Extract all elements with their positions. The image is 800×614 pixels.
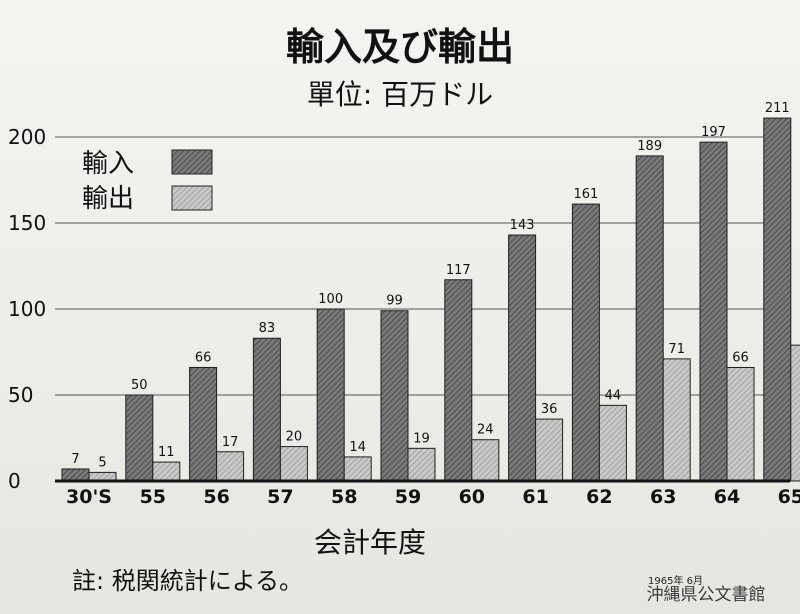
data-label-import: 117 xyxy=(446,263,471,278)
data-label-export: 44 xyxy=(605,388,622,403)
y-axis-ticks: 0 50 100 150 200 xyxy=(8,125,46,493)
x-tick-label: 57 xyxy=(267,486,293,508)
data-label-export: 17 xyxy=(222,435,239,450)
data-label-export: 20 xyxy=(286,430,303,445)
y-tick-label: 50 xyxy=(8,383,33,407)
y-tick-label: 0 xyxy=(8,469,21,493)
x-axis-label: 会計年度 xyxy=(314,526,426,559)
bar-import xyxy=(380,310,409,482)
data-label-import: 100 xyxy=(318,292,343,307)
bar-export xyxy=(535,418,564,482)
x-tick-label: 56 xyxy=(203,486,229,508)
legend-export-label: 輸出 xyxy=(82,184,134,214)
bar-export xyxy=(471,439,500,482)
bar-export xyxy=(407,447,436,482)
x-tick-label: 58 xyxy=(331,486,357,508)
data-label-import: 99 xyxy=(386,294,403,309)
data-label-import: 83 xyxy=(259,321,276,336)
x-axis-ticks: 30'S 55 56 57 58 59 60 61 62 63 64 65 xyxy=(55,479,800,508)
bar-import xyxy=(444,279,473,482)
data-label-export: 14 xyxy=(349,440,366,455)
y-tick-label: 150 xyxy=(8,211,46,235)
bar-import xyxy=(61,468,90,482)
legend-import-swatch xyxy=(171,149,213,175)
bar-export xyxy=(279,446,308,482)
chart-title: 輸入及び輸出 xyxy=(286,25,514,69)
x-tick-label: 65 xyxy=(778,486,800,508)
bar-import xyxy=(125,394,154,482)
legend-export-swatch xyxy=(171,185,213,211)
data-label-export: 24 xyxy=(477,423,494,438)
bar-export xyxy=(790,344,800,482)
bar-import xyxy=(252,337,281,482)
data-label-import: 211 xyxy=(765,101,790,116)
data-label-export: 5 xyxy=(98,455,106,470)
bar-import xyxy=(189,366,218,482)
y-tick-label: 100 xyxy=(8,297,46,321)
bar-export xyxy=(216,451,245,482)
bar-import xyxy=(635,155,664,482)
legend: 輸入 輸出 xyxy=(82,149,213,214)
bar-export xyxy=(662,358,691,482)
data-label-export: 36 xyxy=(541,402,558,417)
bar-export xyxy=(152,461,181,482)
x-tick-label: 59 xyxy=(395,486,421,508)
y-tick-label: 200 xyxy=(8,125,46,149)
bar-import xyxy=(763,117,792,482)
x-tick-label: 60 xyxy=(459,486,485,508)
source-note: 註: 税関統計による。 xyxy=(72,567,303,595)
bar-import xyxy=(316,308,345,482)
data-label-import: 66 xyxy=(195,350,212,365)
x-tick-label: 61 xyxy=(522,486,548,508)
archive-watermark: 沖縄県公文書館 xyxy=(647,585,766,605)
data-label-export: 71 xyxy=(668,342,685,357)
data-label-import: 50 xyxy=(131,378,148,393)
legend-import-label: 輸入 xyxy=(82,149,134,179)
bar-export xyxy=(343,456,372,482)
x-tick-label: 64 xyxy=(714,486,740,508)
data-label-import: 161 xyxy=(573,187,598,202)
data-label-export: 19 xyxy=(413,431,430,446)
bar-import xyxy=(508,234,537,482)
date-stamp: 1965年 6月 xyxy=(648,574,703,587)
bar-import xyxy=(571,203,600,482)
x-tick-label: 30'S xyxy=(66,486,112,508)
data-label-import: 189 xyxy=(637,139,662,154)
data-label-export: 66 xyxy=(732,350,749,365)
bar-export xyxy=(726,366,755,482)
bars: 7 5 50 11 66 17 83 20 100 14 99 19 117 24 143 36 161 44 18… xyxy=(61,101,800,482)
data-label-import: 197 xyxy=(701,125,726,140)
data-label-import: 143 xyxy=(510,218,535,233)
data-label-export: 11 xyxy=(158,445,175,460)
chart-subtitle: 單位: 百万ドル xyxy=(307,78,493,111)
data-label-import: 7 xyxy=(71,452,79,467)
x-tick-label: 62 xyxy=(586,486,612,508)
x-tick-label: 63 xyxy=(650,486,676,508)
x-tick-label: 55 xyxy=(140,486,166,508)
bar-import xyxy=(699,141,728,482)
bar-export xyxy=(598,404,627,482)
